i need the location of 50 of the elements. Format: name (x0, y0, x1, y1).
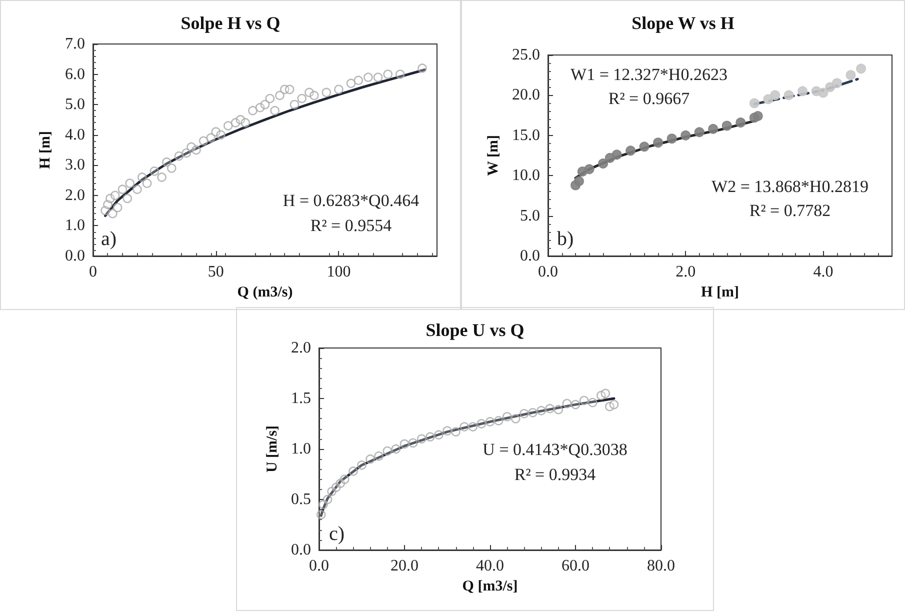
x-axis-title: H [m] (701, 284, 739, 300)
annotation: H = 0.6283*Q0.464 (282, 191, 420, 210)
x-tick-label: 0.0 (538, 264, 558, 280)
x-tick-label: 0.0 (309, 558, 329, 574)
y-tick-label: 25.0 (512, 46, 540, 64)
annotation: W1 = 12.327*H0.2623 (570, 65, 728, 84)
annotation: W2 = 13.868*H0.2819 (712, 177, 868, 196)
y-tick-label: 2.0 (291, 340, 311, 356)
annotation: c) (329, 523, 345, 545)
annotation: a) (101, 228, 117, 250)
x-axis-title: Q (m3/s) (237, 284, 293, 300)
y-axis-title: U [m/s] (264, 425, 281, 473)
x-tick-label: 20.0 (390, 558, 418, 574)
y-tick-label: 1.0 (65, 217, 85, 234)
y-tick-label: 4.0 (65, 126, 85, 144)
y-tick-label: 7.0 (65, 36, 85, 52)
y-tick-label: 5.0 (65, 96, 85, 114)
x-tick-label: 0 (89, 264, 97, 280)
chart-title: Solpe H vs Q (180, 13, 280, 33)
x-tick-label: 50 (208, 264, 224, 280)
y-tick-label: 0.0 (520, 248, 540, 264)
y-axis-title: H [m] (38, 131, 54, 169)
annotation: R² = 0.9554 (310, 216, 392, 235)
annotation: b) (557, 228, 574, 250)
x-tick-label: 2.0 (676, 264, 696, 280)
y-tick-label: 0.0 (291, 542, 311, 558)
y-tick-label: 6.0 (65, 66, 85, 83)
chart-title: Slope U vs Q (426, 320, 524, 340)
annotation: R² = 0.9667 (608, 89, 690, 108)
x-tick-label: 40.0 (476, 558, 504, 574)
x-tick-label: 80.0 (647, 558, 675, 574)
annotation: R² = 0.7782 (749, 201, 831, 220)
y-tick-label: 3.0 (65, 156, 85, 174)
chart-title: Slope W vs H (632, 13, 734, 33)
x-tick-label: 4.0 (813, 264, 834, 280)
y-axis-title: W [m] (486, 135, 502, 176)
x-axis-title: Q [m3/s] (462, 578, 518, 594)
y-tick-label: 2.0 (65, 186, 85, 204)
x-tick-label: 60.0 (562, 558, 590, 574)
x-tick-label: 100 (326, 264, 351, 280)
y-tick-label: 15.0 (512, 126, 540, 144)
y-tick-label: 10.0 (512, 167, 540, 184)
y-tick-label: 0.0 (65, 248, 85, 264)
annotation: R² = 0.9934 (514, 465, 596, 484)
y-tick-label: 1.5 (291, 390, 311, 407)
y-tick-label: 1.0 (291, 440, 311, 458)
y-tick-label: 20.0 (512, 86, 540, 104)
annotation: U = 0.4143*Q0.3038 (482, 440, 628, 459)
y-tick-label: 0.5 (291, 491, 311, 508)
y-tick-label: 5.0 (520, 207, 540, 224)
